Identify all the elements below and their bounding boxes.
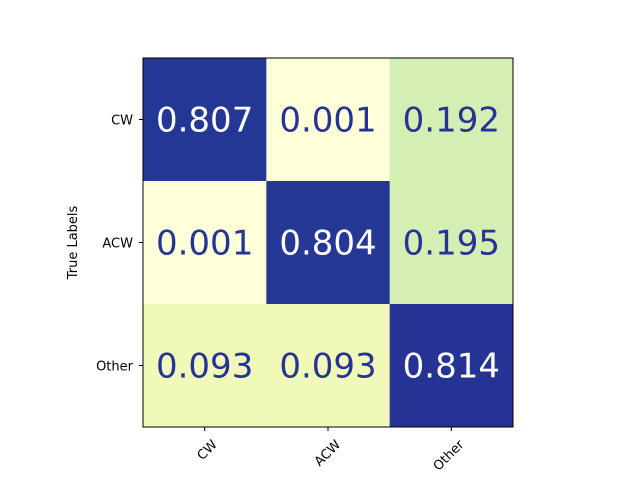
- cell-value-label: 0.807: [156, 101, 253, 141]
- heatmap-cell: [266, 181, 391, 305]
- heatmap-cell: [389, 304, 514, 428]
- y-tick-label: CW: [111, 114, 133, 129]
- heatmap-cell: [389, 58, 514, 182]
- heatmap-cell: [266, 304, 391, 428]
- y-axis-label: True Labels: [66, 205, 81, 280]
- x-axis-ticks: CW ACW Other: [195, 427, 468, 474]
- cell-value-label: 0.814: [403, 347, 500, 387]
- y-axis-ticks: CW ACW Other: [96, 114, 143, 375]
- y-tick-label: Other: [96, 360, 134, 375]
- x-tick-label: CW: [195, 437, 221, 463]
- heatmap-cells: 0.807 0.001 0.192 0.001 0.804 0.195 0.093 0.093…: [143, 58, 514, 428]
- x-tick-label: Other: [431, 437, 468, 474]
- cell-value-label: 0.001: [279, 101, 376, 141]
- cell-value-label: 0.195: [403, 224, 500, 264]
- cell-value-label: 0.093: [279, 347, 376, 387]
- cell-value-label: 0.001: [156, 224, 253, 264]
- y-tick-label: ACW: [102, 237, 133, 252]
- heatmap-cell: [143, 58, 267, 182]
- heatmap-cell: [143, 304, 267, 428]
- cell-value-label: 0.192: [403, 101, 500, 141]
- heatmap-cell: [266, 58, 391, 182]
- heatmap-cell: [389, 181, 514, 305]
- cell-value-label: 0.804: [279, 224, 376, 264]
- cell-value-label: 0.093: [156, 347, 253, 387]
- heatmap-cell: [143, 181, 267, 305]
- x-tick-label: ACW: [312, 437, 344, 469]
